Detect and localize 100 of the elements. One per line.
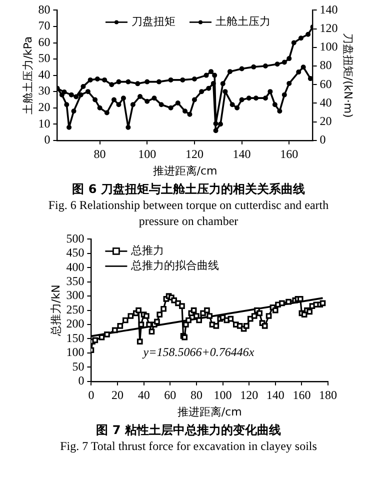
x-tick-label: 40 bbox=[138, 388, 150, 402]
point bbox=[97, 105, 102, 110]
y-tick-label: 60 bbox=[38, 34, 50, 49]
point bbox=[306, 32, 311, 37]
y-tick-label: 500 bbox=[66, 231, 84, 246]
point bbox=[144, 79, 150, 84]
point bbox=[156, 79, 162, 84]
point bbox=[104, 110, 110, 116]
y2-tick-label: 80 bbox=[320, 58, 332, 72]
point bbox=[152, 96, 157, 101]
y-tick-label: 30 bbox=[38, 84, 50, 98]
point bbox=[78, 92, 84, 98]
y-tick-label: 150 bbox=[66, 330, 84, 345]
point bbox=[286, 56, 292, 62]
annotation: y=158.5066+0.76446x bbox=[142, 345, 255, 360]
point bbox=[286, 80, 292, 86]
y-tick-label: 20 bbox=[38, 100, 50, 114]
caption: 图 7 粘性土层中总推力的变化曲线 bbox=[95, 422, 282, 438]
point bbox=[246, 96, 252, 101]
legend-label: 土舱土压力 bbox=[216, 15, 270, 28]
y-tick-label: 300 bbox=[66, 288, 84, 302]
point bbox=[116, 102, 122, 108]
x-tick-label: 140 bbox=[266, 388, 284, 402]
point bbox=[112, 97, 116, 102]
x-tick-label: 100 bbox=[138, 146, 156, 161]
point bbox=[92, 97, 98, 102]
point bbox=[208, 69, 214, 74]
point bbox=[62, 90, 67, 95]
y-tick-label: 100 bbox=[66, 345, 84, 360]
y2-axis-title: 刀盘扭矩/(kN·m) bbox=[342, 32, 355, 118]
point bbox=[268, 89, 273, 94]
y-tick-label: 70 bbox=[38, 18, 50, 33]
point bbox=[251, 64, 256, 70]
point bbox=[192, 76, 197, 82]
point bbox=[59, 92, 64, 98]
point bbox=[102, 77, 108, 82]
point bbox=[66, 124, 72, 130]
y2-tick-label: 100 bbox=[320, 40, 338, 54]
y-tick-label: 0 bbox=[44, 132, 50, 147]
point bbox=[187, 112, 192, 117]
x-axis-title: 推进距离/cm bbox=[152, 164, 218, 178]
y-tick-label: 40 bbox=[38, 67, 50, 82]
x-tick-label: 120 bbox=[240, 388, 258, 402]
y-tick-label: 200 bbox=[66, 316, 84, 331]
point bbox=[135, 81, 140, 86]
x-tick-label: 120 bbox=[185, 146, 204, 161]
point bbox=[222, 89, 228, 94]
x-tick-label: 80 bbox=[94, 146, 106, 161]
y-tick-label: 350 bbox=[66, 274, 84, 288]
caption: 图 6 刀盘扭矩与土舱土压力的相关关系曲线 bbox=[71, 181, 306, 197]
x-tick-label: 160 bbox=[292, 388, 311, 402]
point bbox=[234, 105, 240, 110]
y-axis-title: 土舱土压力/kPa bbox=[21, 36, 34, 114]
point bbox=[239, 97, 244, 102]
point bbox=[254, 96, 258, 101]
point bbox=[239, 66, 244, 72]
point bbox=[175, 100, 180, 106]
y2-tick-label: 40 bbox=[320, 95, 332, 110]
point bbox=[291, 40, 296, 46]
point bbox=[126, 124, 131, 130]
point bbox=[109, 82, 114, 88]
point bbox=[212, 72, 218, 78]
point bbox=[262, 96, 268, 101]
x-tick-label: 60 bbox=[164, 388, 176, 402]
y-tick-label: 0 bbox=[78, 374, 84, 388]
point bbox=[168, 105, 174, 110]
point bbox=[262, 64, 268, 68]
point bbox=[199, 89, 204, 94]
x-tick-label: 80 bbox=[190, 388, 202, 402]
y-tick-label: 250 bbox=[66, 302, 84, 316]
legend-label: 刀盘扭矩 bbox=[132, 15, 176, 28]
point bbox=[192, 97, 197, 102]
legend-label: 总推力的拟合曲线 bbox=[130, 259, 220, 272]
point bbox=[144, 98, 150, 104]
point bbox=[206, 86, 212, 91]
point bbox=[120, 96, 126, 101]
y2-tick-label: 120 bbox=[320, 20, 338, 35]
point bbox=[300, 64, 306, 70]
point bbox=[126, 79, 131, 84]
point bbox=[282, 60, 287, 65]
point bbox=[218, 122, 223, 127]
y2-tick-label: 20 bbox=[320, 114, 332, 128]
point bbox=[213, 121, 218, 126]
x-axis-title: 推进距离/cm bbox=[177, 405, 242, 418]
point bbox=[130, 102, 136, 108]
point bbox=[277, 108, 282, 114]
point bbox=[274, 62, 280, 67]
x-tick-label: 180 bbox=[319, 388, 337, 402]
point bbox=[71, 108, 76, 114]
point bbox=[204, 72, 209, 78]
y2-tick-label: 140 bbox=[320, 2, 338, 16]
point bbox=[116, 79, 122, 84]
legend-label: 总推力 bbox=[130, 244, 164, 258]
point bbox=[298, 36, 304, 41]
point bbox=[74, 94, 79, 100]
x-tick-label: 0 bbox=[88, 388, 94, 402]
x-tick-label: 20 bbox=[112, 388, 124, 402]
point bbox=[227, 69, 232, 74]
y-tick-label: 450 bbox=[66, 246, 84, 260]
point bbox=[64, 102, 70, 108]
